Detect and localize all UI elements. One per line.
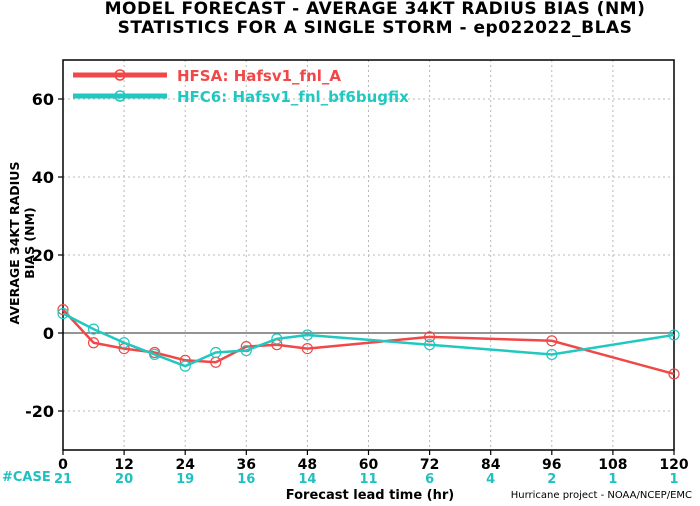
chart-title: MODEL FORECAST - AVERAGE 34KT RADIUS BIA… (104, 0, 646, 19)
case-count: 6 (425, 472, 434, 487)
x-tick-label: 72 (420, 457, 439, 473)
series-2-point (179, 360, 191, 372)
x-tick-label: 96 (542, 457, 561, 473)
case-count-label: #CASE (2, 470, 51, 485)
x-tick-label: 120 (659, 457, 688, 473)
x-tick-label: 48 (298, 457, 317, 473)
case-count: 11 (359, 472, 377, 487)
case-count: 2 (547, 472, 556, 487)
case-count: 20 (115, 472, 133, 487)
series-2-point (57, 307, 69, 320)
series-1-point (424, 331, 436, 343)
legend-marker-2 (114, 90, 126, 102)
x-tick-label: 108 (598, 457, 627, 473)
series-2-point (210, 346, 222, 359)
series-line-1 (62, 308, 675, 376)
y-tick-label: 20 (32, 246, 54, 265)
case-count: 19 (176, 472, 194, 487)
y-tick-label: 40 (32, 168, 54, 187)
credit-text: Hurricane project - NOAA/NCEP/EMC (510, 490, 692, 501)
y-tick-label: -20 (25, 402, 54, 421)
case-count: 21 (54, 472, 72, 487)
series-1-point (301, 343, 313, 355)
series-2-point (118, 337, 130, 349)
y-tick-label: 60 (32, 90, 54, 109)
chart-subtitle: STATISTICS FOR A SINGLE STORM - ep022022… (117, 18, 633, 38)
case-count: 16 (237, 472, 255, 487)
series-2-point (301, 329, 313, 341)
case-count: 1 (669, 472, 678, 487)
series-1-point (87, 337, 100, 349)
legend-label-1: HFSA: Hafsv1_fnl_A (177, 67, 341, 85)
case-count: 4 (486, 472, 495, 487)
x-tick-label: 12 (114, 457, 133, 473)
legend-label-2: HFC6: Hafsv1_fnl_bf6bugfix (177, 88, 409, 106)
series-1-point (546, 335, 558, 347)
series-2-point (240, 344, 252, 357)
x-tick-label: 0 (58, 457, 68, 473)
case-count: 14 (298, 472, 316, 487)
series-2-point (87, 323, 100, 335)
x-axis-label: Forecast lead time (hr) (285, 488, 455, 503)
series-2-point (424, 339, 436, 351)
y-tick-label: 0 (43, 324, 54, 343)
series-2-point (271, 333, 283, 345)
x-tick-label: 84 (481, 457, 501, 473)
x-tick-label: 60 (359, 457, 379, 473)
series-2-point (546, 348, 558, 361)
y-axis-label: AVERAGE 34KT RADIUS BIAS (NM) (7, 161, 37, 325)
x-tick-label: 24 (175, 457, 195, 473)
series-2-point (668, 329, 680, 341)
series-1-point (668, 368, 680, 380)
series-2-point (149, 348, 161, 361)
case-count: 1 (608, 472, 617, 487)
x-tick-label: 36 (237, 457, 256, 473)
legend-marker-1 (114, 69, 126, 81)
